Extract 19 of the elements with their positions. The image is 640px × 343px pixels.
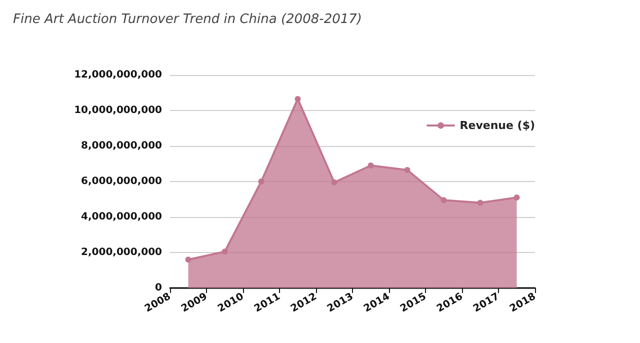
y-tick-label: 6,000,000,000 [81,176,162,187]
y-tick-label: 12,000,000,000 [74,70,162,80]
point [185,256,192,263]
y-tick-label: 2,000,000,000 [81,247,162,258]
point [477,200,484,206]
y-tick-label: 4,000,000,000 [81,212,162,222]
point [440,197,447,204]
point [514,194,520,200]
y-tick-label: 0 [155,282,162,294]
point [258,178,264,184]
y-tick-label: 8,000,000,000 [81,140,162,152]
point [368,162,374,169]
legend-label: Revenue ($) [460,119,536,132]
point [404,166,410,173]
point [222,248,228,255]
point [294,96,301,102]
point [331,179,338,186]
chart-title: Fine Art Auction Turnover Trend in China (2008-2017) [13,12,362,27]
y-tick-label: 10,000,000,000 [74,105,162,116]
